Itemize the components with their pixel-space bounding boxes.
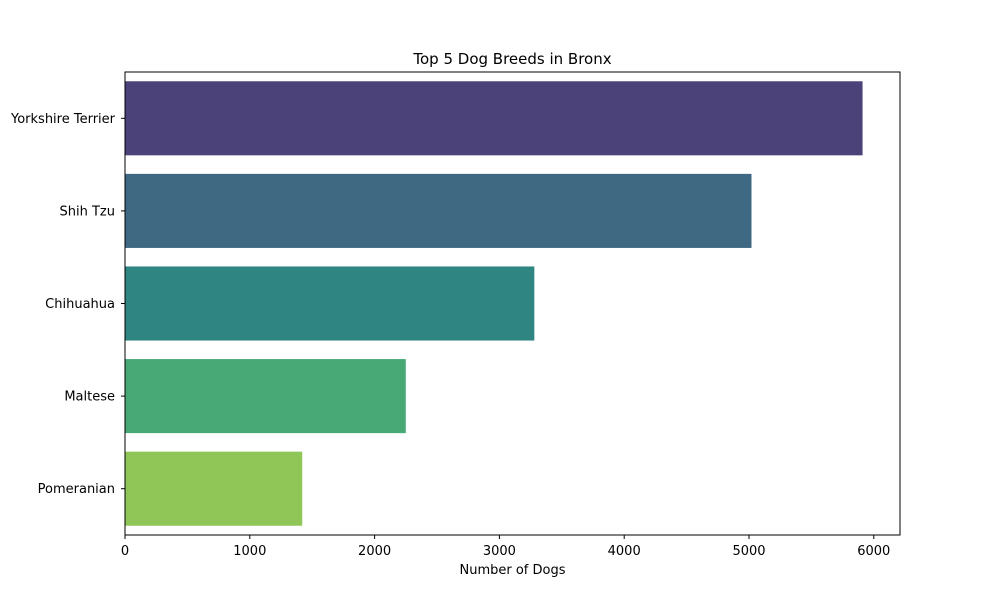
y-tick-label: Maltese	[64, 390, 115, 405]
y-tick-label: Yorkshire Terrier	[10, 112, 116, 127]
bar-chihuahua	[125, 266, 535, 341]
x-tick-label: 1000	[233, 544, 266, 559]
bar-shih-tzu	[125, 173, 752, 248]
chart-title: Top 5 Dog Breeds in Bronx	[412, 50, 611, 68]
plot-area	[125, 81, 863, 526]
bar-pomeranian	[125, 451, 303, 526]
y-axis: Yorkshire Terrier Shih Tzu Chihuahua Maltes…	[10, 112, 125, 497]
x-tick-label: 0	[121, 544, 129, 559]
x-tick-label: 2000	[358, 544, 391, 559]
x-axis: 0 1000 2000 3000 4000 5000 6000	[121, 535, 890, 559]
y-tick-label: Pomeranian	[38, 482, 115, 497]
y-tick-label: Chihuahua	[45, 297, 115, 312]
x-axis-label: Number of Dogs	[459, 563, 565, 578]
bar-yorkshire-terrier	[125, 81, 863, 156]
x-tick-label: 3000	[483, 544, 516, 559]
x-tick-label: 5000	[732, 544, 765, 559]
x-tick-label: 6000	[857, 544, 890, 559]
y-tick-label: Shih Tzu	[60, 204, 115, 219]
bar-maltese	[125, 359, 406, 434]
x-tick-label: 4000	[608, 544, 641, 559]
plot-frame	[124, 71, 901, 536]
